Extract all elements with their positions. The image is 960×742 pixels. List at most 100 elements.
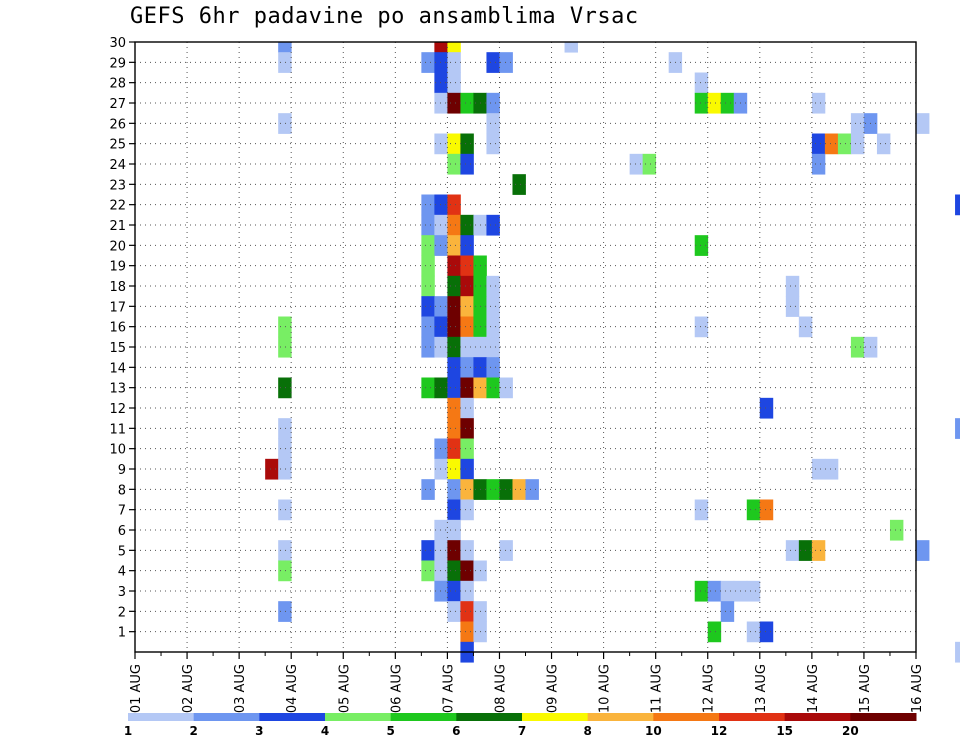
colorbar-swatch bbox=[850, 713, 917, 721]
x-tick-label: 10 AUG bbox=[598, 664, 613, 713]
heatmap-cell bbox=[460, 580, 474, 602]
heatmap-cell bbox=[707, 580, 722, 602]
heatmap-cell bbox=[486, 316, 500, 338]
colorbar-level-label: 2 bbox=[189, 724, 197, 738]
heatmap-cell bbox=[278, 377, 292, 399]
heatmap-cell bbox=[265, 458, 279, 480]
heatmap-cell bbox=[421, 560, 435, 582]
heatmap-cell bbox=[460, 153, 474, 175]
heatmap-cell bbox=[447, 42, 461, 53]
colorbar-level-label: 1 bbox=[124, 724, 132, 738]
heatmap-cell bbox=[434, 540, 448, 561]
heatmap-cell bbox=[447, 438, 461, 460]
heatmap-cell bbox=[720, 601, 735, 622]
heatmap-cell bbox=[447, 133, 461, 155]
y-tick-label: 18 bbox=[109, 280, 126, 295]
heatmap-cell bbox=[421, 377, 435, 399]
heatmap-cell bbox=[499, 479, 513, 500]
heatmap-cell bbox=[460, 357, 474, 378]
heatmap-cell bbox=[434, 438, 448, 460]
heatmap-cell bbox=[460, 133, 474, 155]
y-axis: 1234567891011121314151617181920212223242… bbox=[109, 36, 135, 641]
heatmap-cell bbox=[278, 540, 292, 561]
colorbar-level-label: 8 bbox=[583, 724, 591, 738]
colorbar-swatch bbox=[325, 713, 392, 721]
heatmap-cell bbox=[434, 519, 448, 541]
x-tick-label: 15 AUG bbox=[858, 664, 873, 713]
colorbar-swatch bbox=[128, 713, 195, 721]
heatmap-cell bbox=[278, 438, 292, 460]
heatmap-cell bbox=[694, 235, 709, 256]
colorbar-swatch bbox=[784, 713, 851, 721]
heatmap-cell bbox=[486, 357, 500, 378]
chart-title: GEFS 6hr padavine po ansamblima Vrsac bbox=[130, 4, 639, 29]
colorbar-level-label: 10 bbox=[645, 724, 662, 738]
colorbar-swatch bbox=[390, 713, 457, 721]
heatmap-cell bbox=[447, 601, 461, 622]
heatmap-cell bbox=[955, 418, 960, 439]
grid-lines bbox=[135, 42, 916, 652]
y-tick-label: 13 bbox=[109, 382, 126, 397]
y-tick-label: 4 bbox=[118, 565, 126, 580]
heatmap-cell bbox=[720, 92, 735, 114]
y-tick-label: 14 bbox=[109, 361, 126, 376]
heatmap-cell bbox=[447, 519, 461, 541]
heatmap-cell bbox=[811, 458, 826, 480]
heatmap-cell bbox=[434, 52, 448, 73]
y-tick-label: 24 bbox=[109, 158, 126, 173]
heatmap-cell bbox=[785, 296, 800, 317]
y-tick-label: 8 bbox=[118, 483, 126, 498]
heatmap-cell bbox=[694, 499, 709, 521]
heatmap-cell bbox=[434, 336, 448, 358]
colorbar-level-label: 3 bbox=[255, 724, 263, 738]
heatmap-cell bbox=[629, 153, 644, 175]
heatmap-cell bbox=[421, 52, 435, 73]
x-tick-label: 05 AUG bbox=[337, 664, 352, 713]
y-tick-label: 28 bbox=[109, 77, 126, 92]
heatmap-cell bbox=[447, 255, 461, 277]
heatmap-cell bbox=[447, 72, 461, 94]
heatmap-cell bbox=[278, 336, 292, 358]
heatmap-cell bbox=[811, 540, 826, 561]
heatmap-cell bbox=[486, 214, 500, 236]
heatmap-cell bbox=[955, 641, 960, 663]
x-tick-label: 11 AUG bbox=[650, 664, 665, 713]
y-tick-label: 12 bbox=[109, 402, 126, 417]
y-tick-label: 16 bbox=[109, 321, 126, 336]
y-tick-label: 7 bbox=[118, 504, 126, 519]
heatmap-cell bbox=[434, 377, 448, 399]
heatmap-cell bbox=[850, 336, 865, 358]
heatmap-cell bbox=[434, 194, 448, 216]
heatmap-cells bbox=[265, 42, 960, 663]
x-tick-label: 03 AUG bbox=[233, 664, 248, 713]
y-tick-label: 22 bbox=[109, 199, 126, 214]
heatmap-cell bbox=[278, 499, 292, 521]
heatmap-cell bbox=[447, 418, 461, 439]
heatmap-cell bbox=[421, 275, 435, 297]
heatmap-cell bbox=[447, 92, 461, 114]
heatmap-cell bbox=[850, 133, 865, 155]
heatmap-cell bbox=[746, 499, 761, 521]
y-tick-label: 30 bbox=[109, 36, 126, 51]
heatmap-cell bbox=[460, 438, 474, 460]
heatmap-cell bbox=[434, 133, 448, 155]
heatmap-cell bbox=[525, 479, 539, 500]
heatmap-cell bbox=[460, 377, 474, 399]
heatmap-cell bbox=[447, 336, 461, 358]
x-tick-label: 06 AUG bbox=[389, 664, 404, 713]
heatmap-cell bbox=[447, 296, 461, 317]
heatmap-cell bbox=[460, 560, 474, 582]
heatmap-cell bbox=[278, 113, 292, 134]
colorbar-swatch bbox=[587, 713, 654, 721]
heatmap-cell bbox=[434, 580, 448, 602]
heatmap-cell bbox=[850, 113, 865, 134]
y-tick-label: 15 bbox=[109, 341, 126, 356]
y-tick-label: 3 bbox=[118, 585, 126, 600]
x-tick-label: 04 AUG bbox=[285, 664, 300, 713]
heatmap-cell bbox=[447, 377, 461, 399]
colorbar-level-label: 7 bbox=[518, 724, 526, 738]
y-tick-label: 20 bbox=[109, 239, 126, 254]
heatmap-cell bbox=[460, 499, 474, 521]
heatmap-cell bbox=[278, 560, 292, 582]
heatmap-cell bbox=[642, 153, 657, 175]
